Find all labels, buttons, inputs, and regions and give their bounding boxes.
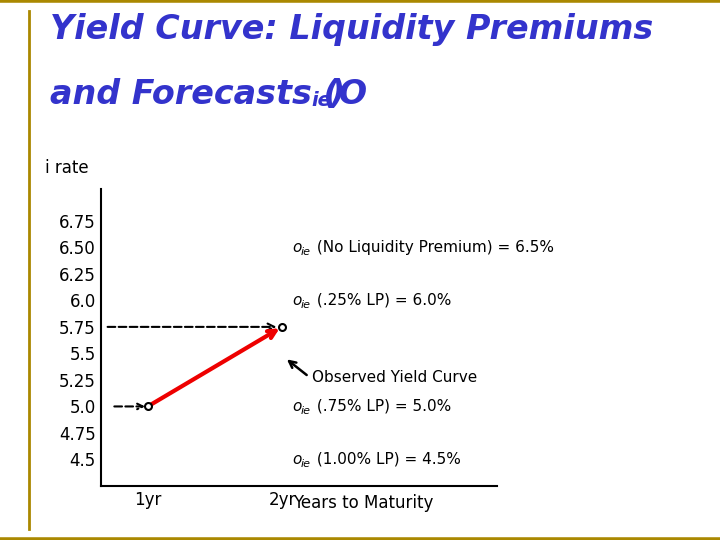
Text: Yield Curve: Liquidity Premiums: Yield Curve: Liquidity Premiums	[50, 14, 654, 46]
Text: o: o	[293, 452, 302, 467]
Text: Years to Maturity: Years to Maturity	[293, 495, 433, 512]
Text: ie: ie	[300, 300, 310, 310]
Text: Observed Yield Curve: Observed Yield Curve	[312, 370, 477, 386]
Text: i rate: i rate	[45, 159, 89, 177]
Text: (1.00% LP) = 4.5%: (1.00% LP) = 4.5%	[312, 452, 461, 467]
Text: and Forecasts (O: and Forecasts (O	[50, 78, 367, 111]
Text: ie: ie	[300, 406, 310, 416]
Text: ie: ie	[312, 91, 332, 110]
Text: (.75% LP) = 5.0%: (.75% LP) = 5.0%	[312, 399, 451, 414]
Text: ie: ie	[300, 459, 310, 469]
Text: (.25% LP) = 6.0%: (.25% LP) = 6.0%	[312, 293, 451, 308]
Text: ie: ie	[300, 247, 310, 257]
Text: ): )	[330, 78, 345, 111]
Text: o: o	[293, 240, 302, 255]
Text: (No Liquidity Premium) = 6.5%: (No Liquidity Premium) = 6.5%	[312, 240, 554, 255]
Text: o: o	[293, 399, 302, 414]
Text: o: o	[293, 293, 302, 308]
